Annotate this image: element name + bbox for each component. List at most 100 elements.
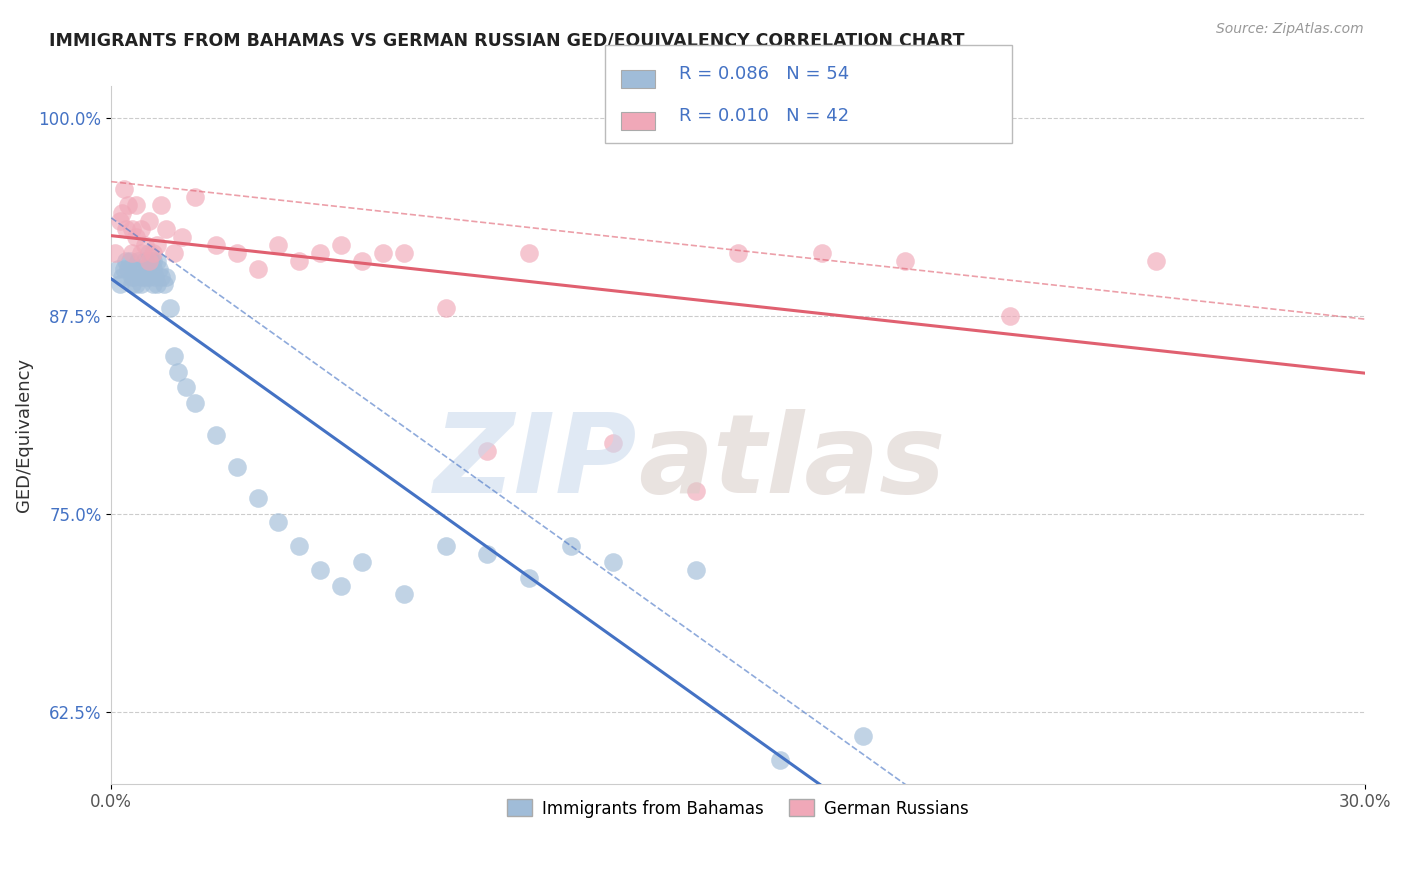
Point (142, 245, 165, 260)
Text: R = 0.010   N = 42: R = 0.010 N = 42 (679, 107, 849, 125)
Point (108, 214, 131, 228)
Point (434, 539, 457, 553)
Text: R = 0.086   N = 54: R = 0.086 N = 54 (679, 65, 849, 83)
Point (350, 253, 373, 268)
Point (1144, 253, 1167, 268)
Point (129, 245, 152, 260)
Point (184, 396, 207, 410)
Text: ZIP: ZIP (434, 409, 638, 516)
Point (121, 222, 143, 236)
Point (115, 253, 138, 268)
Text: atlas: atlas (638, 409, 945, 516)
Point (107, 261, 129, 276)
Point (176, 380, 198, 394)
Point (434, 301, 457, 316)
Point (602, 436, 624, 450)
Point (477, 547, 499, 561)
Point (112, 261, 135, 276)
Point (146, 253, 169, 268)
Point (134, 253, 156, 268)
Point (517, 571, 540, 585)
Point (155, 222, 177, 236)
Point (152, 277, 174, 292)
Point (129, 277, 152, 292)
Point (225, 459, 247, 474)
Point (143, 269, 166, 284)
Point (172, 230, 194, 244)
Point (330, 579, 353, 593)
Point (112, 182, 135, 196)
Point (125, 261, 148, 276)
Point (125, 198, 148, 212)
Point (122, 269, 145, 284)
Point (127, 253, 149, 268)
Point (115, 222, 138, 236)
Point (135, 261, 157, 276)
Point (163, 349, 186, 363)
Point (142, 277, 165, 292)
Point (894, 253, 917, 268)
Point (134, 269, 156, 284)
Point (392, 586, 415, 600)
Point (108, 277, 131, 292)
Point (309, 563, 332, 577)
Point (150, 269, 173, 284)
Point (104, 245, 127, 260)
Point (685, 483, 707, 498)
Point (163, 245, 186, 260)
Point (134, 238, 156, 252)
Point (142, 253, 165, 268)
Point (167, 365, 190, 379)
Point (288, 253, 311, 268)
Point (602, 555, 624, 569)
Point (117, 261, 139, 276)
Y-axis label: GED/Equivalency: GED/Equivalency (15, 358, 32, 512)
Point (852, 729, 875, 743)
Point (138, 253, 160, 268)
Point (111, 206, 134, 220)
Point (769, 753, 792, 767)
Point (330, 238, 353, 252)
Point (131, 261, 153, 276)
Point (225, 245, 247, 260)
Point (139, 253, 162, 268)
Point (138, 269, 160, 284)
Point (142, 261, 165, 276)
Point (129, 222, 152, 236)
Point (159, 301, 181, 316)
Point (125, 277, 148, 292)
Point (155, 269, 177, 284)
Point (288, 539, 311, 553)
Point (267, 238, 290, 252)
Point (148, 261, 170, 276)
Point (204, 428, 226, 442)
Point (727, 245, 749, 260)
Legend: Immigrants from Bahamas, German Russians: Immigrants from Bahamas, German Russians (501, 793, 976, 824)
Point (117, 198, 139, 212)
Point (392, 245, 415, 260)
Point (138, 214, 160, 228)
Point (560, 539, 582, 553)
Point (685, 563, 707, 577)
Point (146, 277, 169, 292)
Point (477, 443, 499, 458)
Point (146, 238, 169, 252)
Point (125, 230, 148, 244)
Point (150, 198, 173, 212)
Point (350, 555, 373, 569)
Point (120, 253, 142, 268)
Point (309, 245, 332, 260)
Point (129, 269, 152, 284)
Point (998, 309, 1021, 323)
Text: Source: ZipAtlas.com: Source: ZipAtlas.com (1216, 22, 1364, 37)
Point (517, 245, 540, 260)
Point (246, 491, 269, 506)
Text: IMMIGRANTS FROM BAHAMAS VS GERMAN RUSSIAN GED/EQUIVALENCY CORRELATION CHART: IMMIGRANTS FROM BAHAMAS VS GERMAN RUSSIA… (49, 31, 965, 49)
Point (121, 245, 143, 260)
Point (111, 269, 134, 284)
Point (121, 269, 143, 284)
Point (371, 245, 394, 260)
Point (138, 245, 160, 260)
Point (267, 515, 290, 529)
Point (184, 190, 207, 204)
